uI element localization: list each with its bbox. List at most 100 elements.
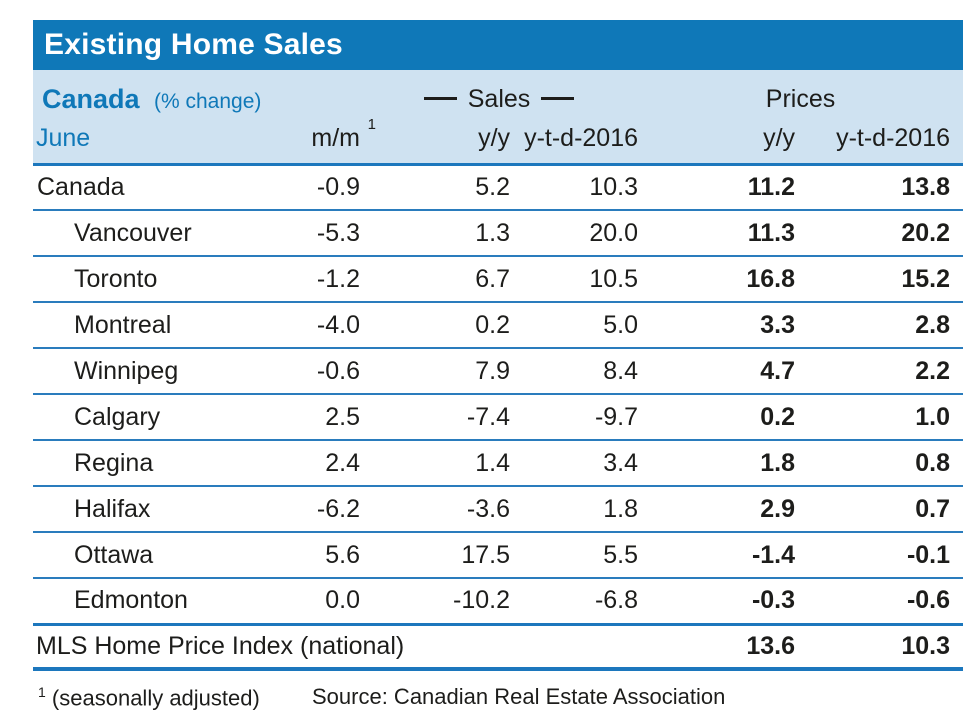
footnote-marker: 1 bbox=[38, 684, 46, 700]
prices-group-label: Prices bbox=[765, 84, 836, 113]
cell-sales-yy: 7.9 bbox=[360, 348, 511, 395]
page-title: Existing Home Sales bbox=[44, 28, 343, 61]
column-header-prices-yy: y/y bbox=[638, 120, 796, 166]
row-label: Canada bbox=[33, 164, 272, 211]
region-unit: (% change) bbox=[154, 89, 262, 113]
cell-prices-yy: 1.8 bbox=[638, 440, 796, 487]
cell-prices-ytd: 0.7 bbox=[795, 486, 964, 533]
row-label: MLS Home Price Index (national) bbox=[33, 624, 639, 671]
cell-sales-ytd: 8.4 bbox=[510, 348, 639, 395]
region-name: Canada bbox=[42, 83, 140, 114]
sales-group-header: Sales bbox=[360, 70, 639, 120]
table-row: Canada -0.9 5.2 10.3 11.2 13.8 bbox=[33, 164, 964, 211]
row-label: Ottawa bbox=[33, 532, 272, 579]
cell-prices-yy: 16.8 bbox=[638, 256, 796, 303]
cell-prices-ytd: 13.8 bbox=[795, 164, 964, 211]
dash-line-icon bbox=[423, 96, 457, 100]
row-label: Regina bbox=[33, 440, 272, 487]
cell-sales-yy: 17.5 bbox=[360, 532, 511, 579]
source-attribution: Source: Canadian Real Estate Association bbox=[312, 684, 726, 709]
cell-mm: -5.3 bbox=[272, 210, 361, 257]
mm-footnote-marker: 1 bbox=[367, 115, 377, 133]
cell-sales-yy: -10.2 bbox=[360, 578, 511, 626]
group-header-row: Canada (% change) Sales Prices bbox=[33, 70, 964, 120]
row-label: Winnipeg bbox=[33, 348, 272, 395]
cell-sales-yy: -7.4 bbox=[360, 394, 511, 441]
cell-prices-ytd: -0.6 bbox=[795, 578, 964, 626]
column-header-sales-yy: y/y bbox=[360, 120, 511, 166]
table-row: Edmonton 0.0 -10.2 -6.8 -0.3 -0.6 bbox=[33, 578, 964, 626]
cell-prices-ytd: 2.8 bbox=[795, 302, 964, 349]
cell-prices-yy: 3.3 bbox=[638, 302, 796, 349]
cell-sales-ytd: 10.3 bbox=[510, 164, 639, 211]
cell-sales-yy: 0.2 bbox=[360, 302, 511, 349]
row-label: Montreal bbox=[33, 302, 272, 349]
prices-group-header: Prices bbox=[638, 70, 964, 120]
cell-prices-yy: -0.3 bbox=[638, 578, 796, 626]
sales-group-label: Sales bbox=[467, 84, 531, 113]
region-header: Canada (% change) bbox=[33, 70, 361, 120]
dash-line-icon bbox=[541, 96, 575, 100]
cell-prices-yy: 11.3 bbox=[638, 210, 796, 257]
table-row: Ottawa 5.6 17.5 5.5 -1.4 -0.1 bbox=[33, 532, 964, 579]
table-row: Toronto -1.2 6.7 10.5 16.8 15.2 bbox=[33, 256, 964, 303]
cell-prices-yy: 11.2 bbox=[638, 164, 796, 211]
cell-prices-ytd: 0.8 bbox=[795, 440, 964, 487]
cell-sales-ytd: -6.8 bbox=[510, 578, 639, 626]
cell-prices-yy: -1.4 bbox=[638, 532, 796, 579]
row-label: Calgary bbox=[33, 394, 272, 441]
cell-prices-ytd: 1.0 bbox=[795, 394, 964, 441]
footnote-text: (seasonally adjusted) bbox=[51, 685, 260, 711]
cell-prices-yy: 4.7 bbox=[638, 348, 796, 395]
cell-mm: 2.5 bbox=[272, 394, 361, 441]
table-title-bar: Existing Home Sales bbox=[33, 20, 963, 70]
cell-sales-ytd: 5.5 bbox=[510, 532, 639, 579]
row-label: Edmonton bbox=[33, 578, 272, 626]
cell-prices-yy: 2.9 bbox=[638, 486, 796, 533]
cell-mm: -0.9 bbox=[272, 164, 361, 211]
existing-home-sales-panel: Existing Home Sales Canada (% change) Sa… bbox=[33, 20, 964, 711]
mls-home-price-index-row: MLS Home Price Index (national) 13.6 10.… bbox=[33, 624, 964, 671]
cell-sales-ytd: 10.5 bbox=[510, 256, 639, 303]
table-row: Calgary 2.5 -7.4 -9.7 0.2 1.0 bbox=[33, 394, 964, 441]
cell-prices-yy: 0.2 bbox=[638, 394, 796, 441]
table-row: Halifax -6.2 -3.6 1.8 2.9 0.7 bbox=[33, 486, 964, 533]
cell-prices-ytd: 2.2 bbox=[795, 348, 964, 395]
cell-prices-ytd: 20.2 bbox=[795, 210, 964, 257]
table-row: Regina 2.4 1.4 3.4 1.8 0.8 bbox=[33, 440, 964, 487]
column-header-sales-ytd: y-t-d-2016 bbox=[510, 120, 639, 166]
column-header-month: June bbox=[33, 120, 272, 166]
cell-sales-ytd: -9.7 bbox=[510, 394, 639, 441]
cell-sales-yy: 1.3 bbox=[360, 210, 511, 257]
cell-mm: -6.2 bbox=[272, 486, 361, 533]
cell-prices-yy: 13.6 bbox=[638, 624, 796, 671]
existing-home-sales-table: Canada (% change) Sales Prices June m/m 1… bbox=[33, 70, 964, 671]
cell-mm: 2.4 bbox=[272, 440, 361, 487]
cell-sales-yy: 6.7 bbox=[360, 256, 511, 303]
column-header-mm: m/m 1 bbox=[272, 116, 376, 166]
cell-mm: -1.2 bbox=[272, 256, 361, 303]
mm-label: m/m bbox=[311, 123, 361, 152]
cell-sales-ytd: 20.0 bbox=[510, 210, 639, 257]
cell-sales-ytd: 1.8 bbox=[510, 486, 639, 533]
cell-prices-ytd: 15.2 bbox=[795, 256, 964, 303]
cell-mm: -0.6 bbox=[272, 348, 361, 395]
row-label: Halifax bbox=[33, 486, 272, 533]
cell-sales-yy: 5.2 bbox=[360, 164, 511, 211]
row-label: Vancouver bbox=[33, 210, 272, 257]
table-footer: 1 (seasonally adjusted) Source: Canadian… bbox=[33, 684, 963, 711]
cell-sales-ytd: 5.0 bbox=[510, 302, 639, 349]
table-row: Winnipeg -0.6 7.9 8.4 4.7 2.2 bbox=[33, 348, 964, 395]
cell-prices-ytd: 10.3 bbox=[795, 624, 964, 671]
cell-mm: 5.6 bbox=[272, 532, 361, 579]
cell-prices-ytd: -0.1 bbox=[795, 532, 964, 579]
row-label: Toronto bbox=[33, 256, 272, 303]
cell-mm: 0.0 bbox=[272, 578, 361, 626]
cell-sales-yy: 1.4 bbox=[360, 440, 511, 487]
table-row: Montreal -4.0 0.2 5.0 3.3 2.8 bbox=[33, 302, 964, 349]
cell-mm: -4.0 bbox=[272, 302, 361, 349]
cell-sales-yy: -3.6 bbox=[360, 486, 511, 533]
cell-sales-ytd: 3.4 bbox=[510, 440, 639, 487]
footnote: 1 (seasonally adjusted) bbox=[33, 684, 312, 711]
column-header-row: June m/m 1 y/y y-t-d-2016 y/y y-t-d-2016 bbox=[33, 116, 964, 166]
